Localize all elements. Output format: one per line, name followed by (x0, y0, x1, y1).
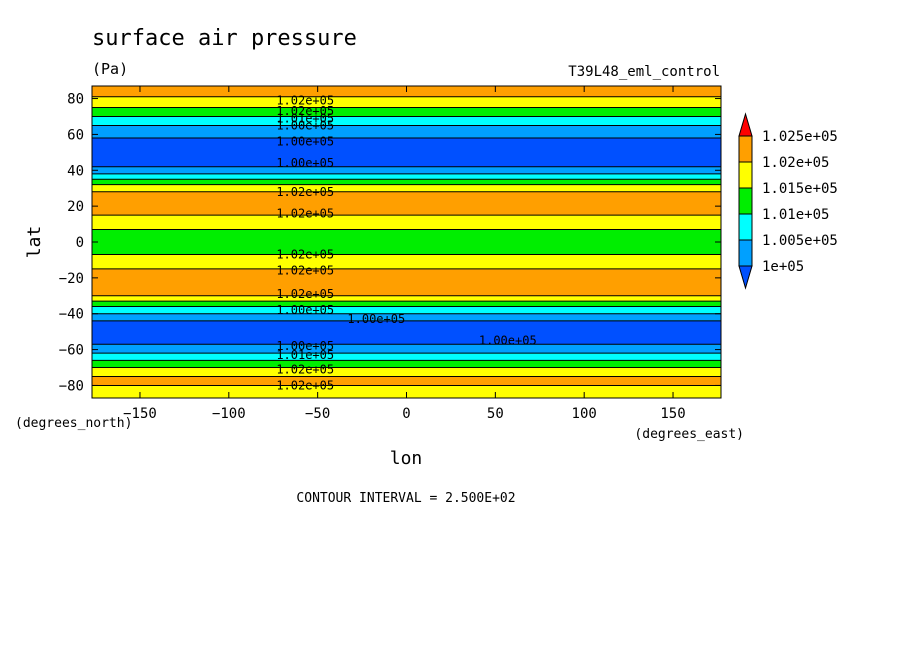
contour-band-18 (92, 313, 721, 321)
contour-label: 1.02e+05 (276, 206, 334, 220)
y-tick-label: 60 (67, 127, 84, 143)
contour-band-16 (92, 301, 721, 307)
contour-label: 1.02e+05 (276, 185, 334, 199)
contour-label: 1.00e+05 (479, 334, 537, 348)
y-tick-label: −40 (59, 307, 84, 323)
contour-band-11 (92, 215, 721, 230)
chart-title: surface air pressure (92, 26, 357, 51)
x-tick-label: −100 (212, 406, 246, 422)
contour-label: 1.02e+05 (276, 104, 334, 118)
contour-band-8 (92, 179, 721, 185)
colorbar-top-arrow (738, 112, 753, 137)
colorbar-level-label: 1.025e+05 (762, 129, 838, 145)
y-tick-label: −60 (59, 343, 84, 359)
contour-band-5 (92, 138, 721, 167)
colorbar-bottom-arrow (738, 265, 753, 290)
y-axis-label: lat (24, 226, 45, 259)
x-tick-label: −150 (123, 406, 157, 422)
x-axis: −150 −100 −50 0 50 100 150 (123, 86, 686, 422)
colorbar-level-label: 1.005e+05 (762, 233, 838, 249)
contour-plot-area: 1.02e+051.02e+051.01e+051.00e+051.00e+05… (91, 85, 722, 399)
colorbar-level-label: 1.01e+05 (762, 207, 829, 223)
colorbar-swatch (738, 135, 753, 163)
y-tick-label: −20 (59, 271, 84, 287)
contour-label: 1.00e+05 (276, 303, 334, 317)
colorbar-swatch (738, 213, 753, 241)
contour-band-6 (92, 166, 721, 174)
contour-label: 1.02e+05 (276, 93, 334, 107)
contour-label: 1.02e+05 (276, 248, 334, 262)
contour-band-15 (92, 295, 721, 302)
units-label: (Pa) (92, 60, 128, 78)
contour-band-20 (92, 344, 721, 354)
contour-band-22 (92, 360, 721, 368)
contour-label: 1.01e+05 (276, 111, 334, 125)
contour-label: 1.00e+05 (276, 135, 334, 149)
run-name: T39L48_eml_control (568, 64, 720, 80)
y-tick-label: 0 (76, 235, 84, 251)
contour-band-14 (92, 268, 721, 296)
colorbar-level-label: 1.015e+05 (762, 181, 838, 197)
colorbar-level-label: 1.02e+05 (762, 155, 829, 171)
contour-band-9 (92, 184, 721, 192)
x-tick-label: 150 (660, 406, 685, 422)
contour-band-7 (92, 173, 721, 180)
x-tick-label: −50 (305, 406, 330, 422)
y-tick-label: 80 (67, 92, 84, 108)
contour-band-25 (92, 385, 721, 398)
x-unit-label: (degrees_east) (634, 427, 744, 442)
contour-label: 1.02e+05 (276, 378, 334, 392)
contour-label: 1.01e+05 (276, 348, 334, 362)
contour-band-24 (92, 376, 721, 386)
contour-label: 1.02e+05 (276, 362, 334, 376)
x-tick-label: 0 (402, 406, 410, 422)
contour-band-13 (92, 254, 721, 269)
colorbar: 1.025e+05 1.02e+05 1.015e+05 1.01e+05 1.005e… (738, 112, 838, 290)
contour-band-2 (92, 107, 721, 117)
y-tick-label: 40 (67, 163, 84, 179)
contour-band-4 (92, 125, 721, 138)
y-tick-label: 20 (67, 199, 84, 215)
colorbar-swatch (738, 187, 753, 215)
contour-label: 1.00e+05 (276, 156, 334, 170)
contour-label: 1.00e+05 (276, 118, 334, 132)
x-tick-label: 50 (487, 406, 504, 422)
contour-label: 1.00e+05 (276, 339, 334, 353)
contour-band-3 (92, 116, 721, 126)
contour-band-1 (92, 96, 721, 108)
contour-label: 1.02e+05 (276, 287, 334, 301)
contour-label: 1.00e+05 (347, 312, 405, 326)
contour-band-21 (92, 353, 721, 361)
y-unit-label: (degrees_north) (15, 416, 132, 431)
contour-band-12 (92, 229, 721, 255)
y-tick-label: −80 (59, 378, 84, 394)
colorbar-swatch (738, 239, 753, 267)
contour-interval-note: CONTOUR INTERVAL = 2.500E+02 (296, 491, 515, 506)
colorbar-level-label: 1e+05 (762, 259, 804, 275)
contour-band-17 (92, 306, 721, 314)
y-axis: 80 60 40 20 0 −20 −40 −60 −80 (59, 92, 721, 394)
colorbar-swatch (738, 161, 753, 189)
x-tick-label: 100 (572, 406, 597, 422)
contour-band-23 (92, 367, 721, 377)
contour-band-19 (92, 320, 721, 345)
contour-band-10 (92, 191, 721, 216)
x-axis-label: lon (390, 448, 423, 469)
contour-label: 1.02e+05 (276, 264, 334, 278)
